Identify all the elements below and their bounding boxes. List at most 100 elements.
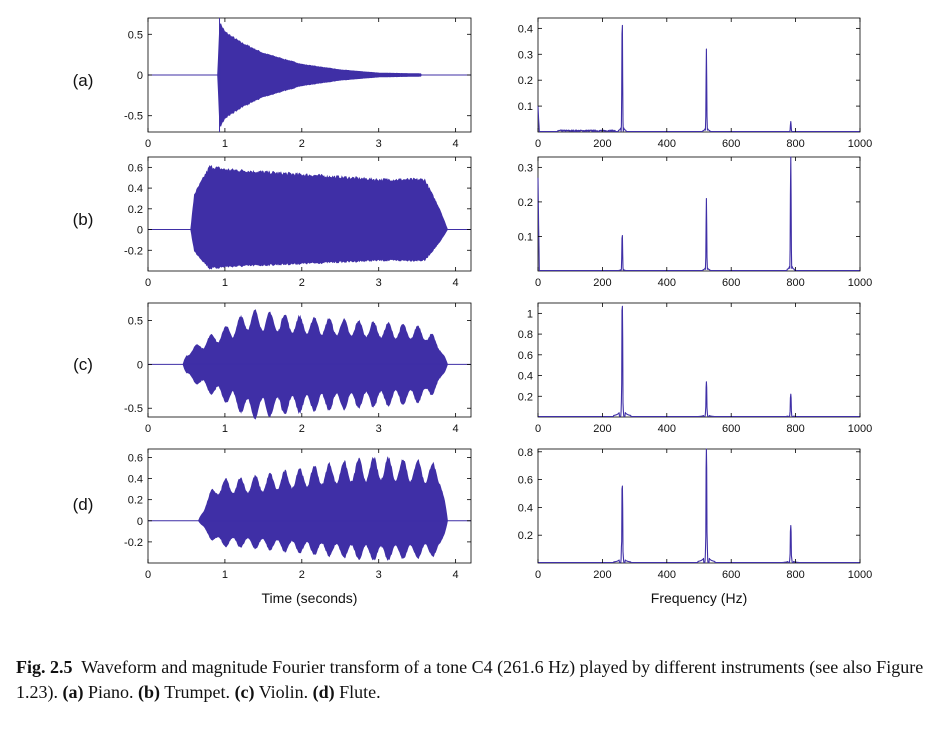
x-tick-label: 600 xyxy=(722,569,740,581)
x-tick-label: 800 xyxy=(786,423,804,435)
y-tick-label: 0.1 xyxy=(518,101,533,113)
y-tick-label: 0.3 xyxy=(518,49,533,61)
y-tick-label: -0.5 xyxy=(124,403,143,415)
row-label-b: (b) xyxy=(73,210,94,229)
spectrum-x-axis-title: Frequency (Hz) xyxy=(651,590,747,606)
spectrum-frame-a xyxy=(537,17,861,133)
caption-name-c: Violin. xyxy=(258,682,309,702)
x-tick-label: 400 xyxy=(658,569,676,581)
row-label-c: (c) xyxy=(73,355,93,374)
y-tick-label: 0.6 xyxy=(518,350,533,362)
y-tick-label: 0 xyxy=(137,70,143,82)
x-tick-label: 800 xyxy=(786,569,804,581)
y-tick-label: -0.5 xyxy=(124,111,143,123)
y-tick-label: 0 xyxy=(137,516,143,528)
y-tick-label: 0.6 xyxy=(518,475,533,487)
waveform-frame-c xyxy=(147,302,472,418)
y-tick-label: 0 xyxy=(137,359,143,371)
x-tick-label: 200 xyxy=(593,423,611,435)
caption-tag-b: (b) xyxy=(138,682,161,702)
y-tick-label: 1 xyxy=(527,308,533,320)
x-tick-label: 800 xyxy=(786,277,804,289)
x-tick-label: 400 xyxy=(658,138,676,150)
y-tick-label: 0.8 xyxy=(518,329,533,341)
x-tick-label: 0 xyxy=(535,569,541,581)
x-tick-label: 200 xyxy=(593,277,611,289)
x-tick-label: 3 xyxy=(376,423,382,435)
caption-tag-a: (a) xyxy=(62,682,84,702)
x-tick-label: 0 xyxy=(535,138,541,150)
waveform-x-axis-title: Time (seconds) xyxy=(262,590,358,606)
y-tick-label: 0.3 xyxy=(518,162,533,174)
waveform-signal-d xyxy=(148,456,471,561)
spectrum-signal-c xyxy=(537,305,861,418)
y-tick-label: 0.8 xyxy=(518,447,533,459)
x-tick-label: 4 xyxy=(453,569,459,581)
x-tick-label: 1000 xyxy=(848,277,872,289)
x-tick-label: 400 xyxy=(658,423,676,435)
x-tick-label: 1000 xyxy=(848,569,872,581)
caption-name-d: Flute. xyxy=(339,682,381,702)
y-tick-label: 0.2 xyxy=(128,204,143,216)
x-tick-label: 1 xyxy=(222,138,228,150)
y-tick-label: 0.4 xyxy=(128,474,143,486)
spectrum-signal-b xyxy=(537,156,861,272)
caption-figure-number: Fig. 2.5 xyxy=(16,657,73,677)
x-tick-label: 2 xyxy=(299,423,305,435)
y-tick-label: 0.2 xyxy=(518,391,533,403)
y-tick-label: 0.2 xyxy=(518,530,533,542)
caption-tag-d: (d) xyxy=(312,682,335,702)
y-tick-label: 0.4 xyxy=(518,502,533,514)
y-tick-label: 0.6 xyxy=(128,452,143,464)
y-tick-label: 0.4 xyxy=(518,371,533,383)
row-label-d: (d) xyxy=(73,495,94,514)
x-tick-label: 0 xyxy=(145,138,151,150)
y-tick-label: 0.5 xyxy=(128,316,143,328)
y-tick-label: 0.2 xyxy=(518,197,533,209)
x-tick-label: 0 xyxy=(535,423,541,435)
x-tick-label: 4 xyxy=(453,277,459,289)
x-tick-label: 600 xyxy=(722,277,740,289)
y-tick-label: -0.2 xyxy=(124,537,143,549)
x-tick-label: 2 xyxy=(299,569,305,581)
spectrum-frame-c xyxy=(537,302,861,418)
caption-tag-c: (c) xyxy=(234,682,255,702)
spectrum-signal-a xyxy=(537,24,861,133)
figure-canvas: (a)0 1 2 3 40.50-0.50 200 400 600 800 10000.10.20… xyxy=(73,17,872,606)
x-tick-label: 600 xyxy=(722,423,740,435)
y-tick-label: 0 xyxy=(137,225,143,237)
waveform-frame-d xyxy=(147,448,472,564)
x-tick-label: 200 xyxy=(593,569,611,581)
x-tick-label: 0 xyxy=(145,423,151,435)
y-tick-label: 0.5 xyxy=(128,29,143,41)
caption-name-a: Piano. xyxy=(88,682,134,702)
x-tick-label: 2 xyxy=(299,138,305,150)
x-tick-label: 3 xyxy=(376,569,382,581)
caption-name-b: Trumpet. xyxy=(164,682,231,702)
row-label-a: (a) xyxy=(73,71,94,90)
y-tick-label: 0.1 xyxy=(518,231,533,243)
x-tick-label: 0 xyxy=(535,277,541,289)
x-tick-label: 3 xyxy=(376,138,382,150)
x-tick-label: 1000 xyxy=(848,138,872,150)
x-tick-label: 3 xyxy=(376,277,382,289)
waveform-frame-b xyxy=(147,156,472,272)
waveform-signal-b xyxy=(148,165,471,270)
x-tick-label: 600 xyxy=(722,138,740,150)
x-tick-label: 1 xyxy=(222,277,228,289)
y-tick-label: 0.2 xyxy=(518,75,533,87)
x-tick-label: 2 xyxy=(299,277,305,289)
x-tick-label: 0 xyxy=(145,569,151,581)
caption-text: Waveform and magnitude Fourier transform… xyxy=(16,657,924,702)
x-tick-label: 800 xyxy=(786,138,804,150)
y-tick-label: 0.6 xyxy=(128,162,143,174)
x-tick-label: 1 xyxy=(222,423,228,435)
y-tick-label: 0.4 xyxy=(518,23,533,35)
spectrum-frame-b xyxy=(537,156,861,272)
x-tick-label: 1000 xyxy=(848,423,872,435)
y-tick-label: -0.2 xyxy=(124,245,143,257)
spectrum-signal-d xyxy=(537,448,861,564)
x-tick-label: 400 xyxy=(658,277,676,289)
x-tick-label: 0 xyxy=(145,277,151,289)
y-tick-label: 0.4 xyxy=(128,183,143,195)
